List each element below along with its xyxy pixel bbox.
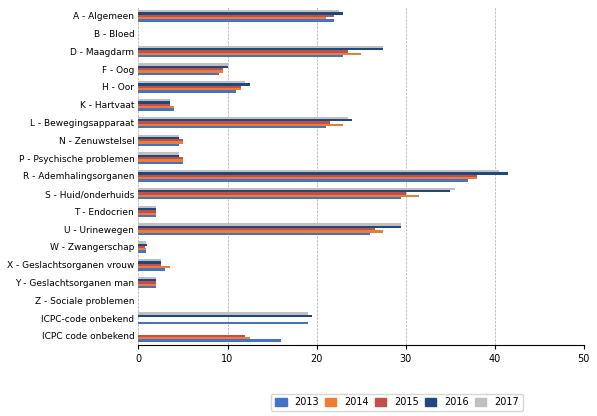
Bar	[139, 70, 223, 73]
Bar	[139, 250, 146, 253]
Bar	[139, 137, 179, 139]
Bar	[139, 126, 325, 128]
Bar	[139, 90, 236, 93]
Bar	[139, 172, 508, 175]
Bar	[139, 210, 156, 213]
Bar	[139, 157, 183, 159]
Bar	[139, 233, 370, 235]
Bar	[139, 337, 250, 339]
Bar	[139, 179, 468, 182]
Bar	[139, 264, 161, 266]
Bar	[139, 188, 455, 190]
Bar	[139, 108, 174, 111]
Bar	[139, 243, 146, 246]
Bar	[139, 81, 245, 84]
Bar	[139, 195, 419, 197]
Bar	[139, 84, 250, 86]
Bar	[139, 15, 334, 17]
Bar	[139, 134, 179, 137]
Bar	[139, 241, 146, 243]
Bar	[139, 312, 307, 314]
Bar	[139, 190, 450, 193]
Bar	[139, 228, 374, 230]
Bar	[139, 68, 223, 70]
Bar	[139, 277, 156, 279]
Bar	[139, 177, 477, 179]
Bar	[139, 88, 241, 90]
Bar	[139, 152, 179, 155]
Bar	[139, 268, 165, 270]
Bar	[139, 106, 174, 108]
Bar	[139, 223, 401, 226]
Bar	[139, 52, 361, 55]
Bar	[139, 261, 161, 264]
Legend: 2013, 2014, 2015, 2016, 2017: 2013, 2014, 2015, 2016, 2017	[271, 394, 522, 411]
Bar	[139, 155, 179, 157]
Bar	[139, 230, 383, 233]
Bar	[139, 66, 227, 68]
Bar	[139, 335, 245, 337]
Bar	[139, 144, 179, 146]
Bar	[139, 339, 281, 342]
Bar	[139, 213, 156, 215]
Bar	[139, 117, 348, 119]
Bar	[139, 10, 339, 12]
Bar	[139, 226, 401, 228]
Bar	[139, 314, 312, 317]
Bar	[139, 281, 156, 284]
Bar	[139, 63, 227, 66]
Bar	[139, 139, 183, 141]
Bar	[139, 246, 144, 248]
Bar	[139, 161, 183, 164]
Bar	[139, 159, 183, 161]
Bar	[139, 266, 170, 268]
Bar	[139, 104, 170, 106]
Bar	[139, 175, 477, 177]
Bar	[139, 17, 325, 19]
Bar	[139, 101, 170, 104]
Bar	[139, 279, 156, 281]
Bar	[139, 197, 401, 199]
Bar	[139, 259, 161, 261]
Bar	[139, 248, 146, 250]
Bar	[139, 19, 334, 22]
Bar	[139, 284, 156, 286]
Bar	[139, 119, 352, 121]
Bar	[139, 86, 241, 88]
Bar	[139, 121, 330, 124]
Bar	[139, 55, 343, 57]
Bar	[139, 208, 156, 210]
Bar	[139, 99, 170, 101]
Bar	[139, 73, 219, 75]
Bar	[139, 48, 383, 50]
Bar	[139, 50, 348, 52]
Bar	[139, 141, 183, 144]
Bar	[139, 170, 499, 172]
Bar	[139, 12, 343, 15]
Bar	[139, 206, 156, 208]
Bar	[139, 322, 307, 324]
Bar	[139, 286, 156, 288]
Bar	[139, 124, 343, 126]
Bar	[139, 215, 156, 217]
Bar	[139, 46, 383, 48]
Bar	[139, 193, 406, 195]
